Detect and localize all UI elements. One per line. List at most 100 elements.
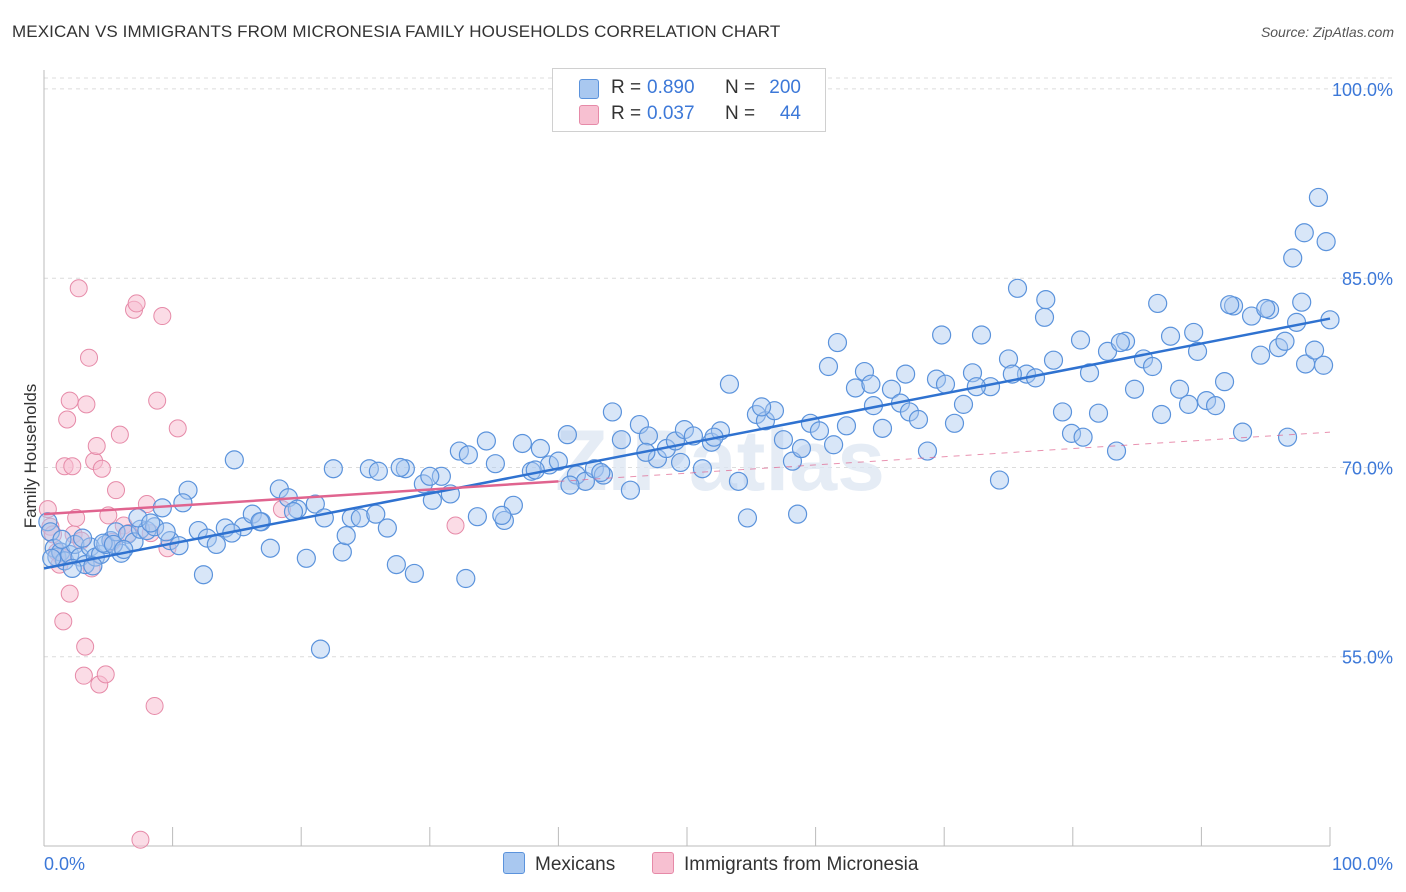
bottom-legend-mexicans: Mexicans — [503, 852, 615, 876]
mexican-point — [971, 325, 992, 345]
micronesia-point — [60, 584, 79, 603]
legend-swatch-blue — [579, 79, 599, 99]
mexican-point — [296, 548, 316, 568]
micronesia-point — [153, 307, 172, 326]
micronesia-points — [38, 279, 465, 849]
mexican-point — [492, 505, 512, 526]
mexican-point — [998, 349, 1019, 369]
mexican-point — [896, 364, 916, 384]
micronesia-point — [74, 666, 93, 685]
mexican-point — [557, 425, 578, 445]
bottom-swatch-blue — [503, 852, 525, 874]
mexican-point — [809, 421, 830, 441]
mexican-point — [178, 480, 198, 500]
mexican-point — [932, 325, 952, 345]
mexican-point — [323, 459, 343, 479]
mexican-point — [1169, 379, 1190, 399]
mexican-point — [1070, 330, 1091, 350]
mexican-point — [854, 361, 875, 382]
mexican-point — [485, 454, 505, 474]
mexican-point — [824, 435, 844, 455]
mexican-point — [413, 474, 433, 494]
grid-layer — [44, 77, 1394, 658]
trend-lines — [43, 317, 1331, 570]
legend-r-label: R = — [611, 77, 642, 98]
mexican-point — [1313, 355, 1334, 375]
mexican-point — [103, 534, 124, 555]
mexican-point — [620, 480, 641, 500]
mexican-point — [737, 508, 758, 528]
mexican-point — [1256, 298, 1276, 319]
micronesia-point — [58, 410, 77, 429]
mexican-point — [836, 416, 857, 436]
mexican-point — [144, 517, 165, 537]
mexicans-points — [38, 187, 1340, 659]
micronesia-point — [54, 612, 73, 631]
mexican-point — [1043, 350, 1064, 370]
mexican-point — [1079, 363, 1100, 383]
mexican-point — [1275, 331, 1295, 351]
mexican-point — [1184, 322, 1204, 343]
micronesia-point — [63, 457, 82, 476]
mexican-point — [169, 536, 189, 556]
mexican-point — [1277, 427, 1298, 447]
legend-swatch-pink — [579, 105, 599, 125]
mexican-point — [1061, 423, 1082, 443]
mexican-point — [1142, 356, 1163, 377]
watermark: ZIPatlas — [555, 413, 885, 509]
mexican-point — [827, 332, 848, 353]
mexican-point — [1304, 340, 1325, 360]
mexican-point — [593, 465, 614, 485]
mexican-point — [719, 374, 740, 394]
mexican-point — [173, 493, 193, 513]
mexican-point — [404, 563, 424, 584]
mexican-point — [368, 461, 388, 481]
mexican-point — [1292, 292, 1312, 312]
mexican-point — [953, 394, 974, 414]
y-tick-label: 100.0% — [1332, 80, 1393, 100]
micronesia-point — [69, 279, 88, 298]
mexican-point — [989, 470, 1010, 490]
mexican-point — [224, 450, 244, 470]
mexican-point — [560, 475, 580, 495]
mexican-point — [638, 426, 659, 446]
mexican-point — [1214, 372, 1235, 392]
mexican-point — [818, 356, 839, 377]
micronesia-point — [96, 665, 115, 684]
mexican-point — [1034, 307, 1055, 327]
legend-n-label: N = — [725, 103, 756, 124]
mexican-point — [1106, 441, 1127, 461]
micronesia-point — [107, 481, 126, 500]
mexican-point — [390, 457, 410, 478]
mexican-point — [1124, 379, 1145, 399]
micronesia-point — [76, 637, 95, 656]
micronesia-point — [127, 294, 146, 313]
mexican-point — [83, 556, 103, 576]
mexican-point — [1148, 293, 1168, 314]
y-tick-label: 70.0% — [1342, 458, 1393, 478]
mexican-point — [72, 528, 93, 548]
tick-labels: 55.0% 70.0% 85.0% 100.0% 0.0% 100.0% — [44, 80, 1393, 874]
mexican-point — [366, 504, 386, 524]
micronesia-point — [110, 425, 129, 444]
mexican-point — [386, 555, 406, 575]
mexican-point — [1308, 187, 1329, 208]
y-axis-label: Family Households — [21, 384, 40, 529]
legend-n-value: 44 — [779, 103, 801, 124]
mexican-point — [1052, 402, 1073, 422]
mexican-point — [117, 524, 138, 544]
mexican-point — [1196, 390, 1217, 411]
mexican-point — [845, 378, 866, 398]
y-tick-label: 55.0% — [1342, 648, 1393, 668]
mexican-point — [305, 494, 325, 514]
mexican-point — [106, 522, 126, 542]
micronesia-point — [80, 348, 99, 367]
mexican-point — [93, 533, 113, 553]
micronesia-point — [145, 696, 164, 715]
mexican-point — [193, 565, 214, 585]
mexican-point — [1294, 223, 1314, 243]
mexican-point — [872, 418, 893, 438]
micronesia-point — [168, 419, 187, 438]
y-tick-label: 85.0% — [1342, 269, 1393, 289]
mexican-point — [728, 471, 749, 491]
